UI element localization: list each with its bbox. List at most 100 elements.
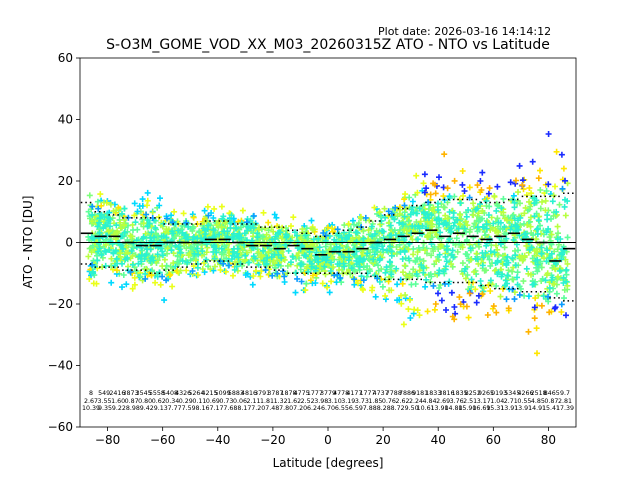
- bin-stat-label: 1.62: [287, 398, 301, 405]
- bin-stat-label: 1777: [307, 390, 323, 397]
- bin-stat-label: 4.84: [423, 398, 437, 405]
- bin-stat-label: 15.41: [542, 405, 560, 412]
- bin-stat-label: 15.90: [458, 405, 476, 412]
- bin-stat-label: 2416: [109, 390, 125, 397]
- bin-stat-label: 8.16: [196, 405, 210, 412]
- bin-stat-label: 3791: [254, 390, 270, 397]
- bin-stat-label: 13.91: [500, 405, 518, 412]
- bin-stat-label: 0.06: [233, 398, 247, 405]
- bin-stat-label: 13.90: [431, 405, 449, 412]
- bin-stat-label: 9.42: [140, 405, 154, 412]
- bin-stat-label: 7.20: [293, 405, 307, 412]
- bin-stat-label: 0.73: [219, 398, 233, 405]
- bin-stat-label: 1833: [425, 390, 441, 397]
- x-tick-label: −60: [150, 433, 175, 447]
- bin-stat-label: 1.04: [490, 398, 504, 405]
- chart-title: S-O3M_GOME_VOD_XX_M03_20260315Z ATO - NT…: [106, 37, 550, 53]
- bin-stat-label: 8.72: [391, 405, 405, 412]
- bin-stat-label: 2.71: [504, 398, 518, 405]
- y-tick-label: −20: [48, 297, 73, 311]
- bin-stat-label: 7.17: [209, 405, 223, 412]
- bin-stat-label: 1777: [359, 390, 375, 397]
- bin-stat-label: 2.11: [247, 398, 261, 405]
- bin-stat-label: 7.48: [265, 405, 279, 412]
- bin-stat-label: 4177: [346, 390, 362, 397]
- bin-stat-label: 7.20: [251, 405, 265, 412]
- x-tick-label: −80: [95, 433, 120, 447]
- bin-stat-label: 8.28: [377, 405, 391, 412]
- bin-stat-label: 16.69: [472, 405, 490, 412]
- y-tick-label: 0: [65, 236, 73, 250]
- x-tick-label: 40: [431, 433, 446, 447]
- plot-date: Plot date: 2026-03-16 14:14:12: [378, 25, 551, 38]
- x-tick-label: 0: [324, 433, 332, 447]
- bin-stat-label: 4.85: [531, 398, 545, 405]
- bin-stat-label: 7.80: [279, 405, 293, 412]
- bin-stat-label: 9181: [412, 390, 428, 397]
- bin-stat-label: 3.17: [477, 398, 491, 405]
- bin-stat-label: 3545: [136, 390, 152, 397]
- bin-stat-label: 10.61: [417, 405, 435, 412]
- bin-stat-label: 7.88: [363, 405, 377, 412]
- bin-stat-label: 5345: [504, 390, 520, 397]
- bin-stat-label: 4816: [241, 390, 257, 397]
- bin-stat-label: 9.7: [560, 390, 570, 397]
- bin-stat-label: 10.39: [82, 405, 100, 412]
- bin-stat-label: 15.31: [486, 405, 504, 412]
- y-axis: −60 −40 −20 0 20 40 60: [48, 51, 80, 434]
- scatter-marks: [88, 195, 571, 300]
- bin-stat-label: 2.67: [84, 398, 98, 405]
- bin-stat-label: 0.87: [125, 398, 139, 405]
- bin-stat-label: 2.62: [395, 398, 409, 405]
- bin-stat-label: 1.60: [111, 398, 125, 405]
- bin-stat-label: 6.24: [307, 405, 321, 412]
- bin-stat-label: 8252: [465, 390, 481, 397]
- bin-stat-label: 3.19: [341, 398, 355, 405]
- bin-stat-label: 7.59: [182, 405, 196, 412]
- bin-stat-label: 2.69: [436, 398, 450, 405]
- std-band: [80, 192, 576, 302]
- bin-stat-label: 8465: [544, 390, 560, 397]
- bin-stat-label: 3779: [320, 390, 336, 397]
- scatter-marks: [427, 151, 553, 335]
- bin-stat-label: 6.59: [349, 405, 363, 412]
- y-tick-label: 60: [58, 51, 73, 65]
- bin-stat-label: 9.50: [405, 405, 419, 412]
- bin-stat-label: 8.17: [237, 405, 251, 412]
- bin-stat-label: 4215: [201, 390, 217, 397]
- bin-stat-label: 5264: [188, 390, 204, 397]
- bin-stat-label: 6.55: [335, 405, 349, 412]
- bin-statistics: 8 549 241638733545555854084326526442155099…: [82, 390, 574, 412]
- bin-stat-label: 1.81: [260, 398, 274, 405]
- bin-stat-label: 13.91: [514, 405, 532, 412]
- scatter-marks: [421, 131, 569, 319]
- bin-stat-label: 2.52: [301, 398, 315, 405]
- bin-stat-label: 3.10: [328, 398, 342, 405]
- bin-stat-label: 9.13: [154, 405, 168, 412]
- bin-stat-label: 3.73: [355, 398, 369, 405]
- bin-stat-label: 3873: [123, 390, 139, 397]
- x-axis-label: Latitude [degrees]: [273, 456, 384, 470]
- bin-stat-label: 7788: [386, 390, 402, 397]
- bin-stat-label: 8.98: [126, 405, 140, 412]
- bin-stat-label: 0.11: [192, 398, 206, 405]
- bin-stat-label: 1.85: [368, 398, 382, 405]
- bin-stat-label: 5408: [162, 390, 178, 397]
- bin-stat-label: 4737: [373, 390, 389, 397]
- x-tick-label: −40: [205, 433, 230, 447]
- bin-stat-label: 0.34: [165, 398, 179, 405]
- x-tick-label: 20: [375, 433, 390, 447]
- y-tick-label: 20: [58, 174, 73, 188]
- bin-stat-label: 7.77: [168, 405, 182, 412]
- bin-stat-label: 2.24: [409, 398, 423, 405]
- bin-stat-label: 6.70: [321, 405, 335, 412]
- bin-stat-label: 3.55: [98, 398, 112, 405]
- bin-stat-label: 8: [89, 390, 93, 397]
- bin-stat-label: 7.68: [223, 405, 237, 412]
- x-tick-label: 80: [541, 433, 556, 447]
- bin-stat-label: 0193: [491, 390, 507, 397]
- bin-stat-label: 2518: [531, 390, 547, 397]
- bin-stat-label: 0.80: [138, 398, 152, 405]
- bin-stat-label: 14.80: [444, 405, 462, 412]
- y-tick-label: −60: [48, 420, 73, 434]
